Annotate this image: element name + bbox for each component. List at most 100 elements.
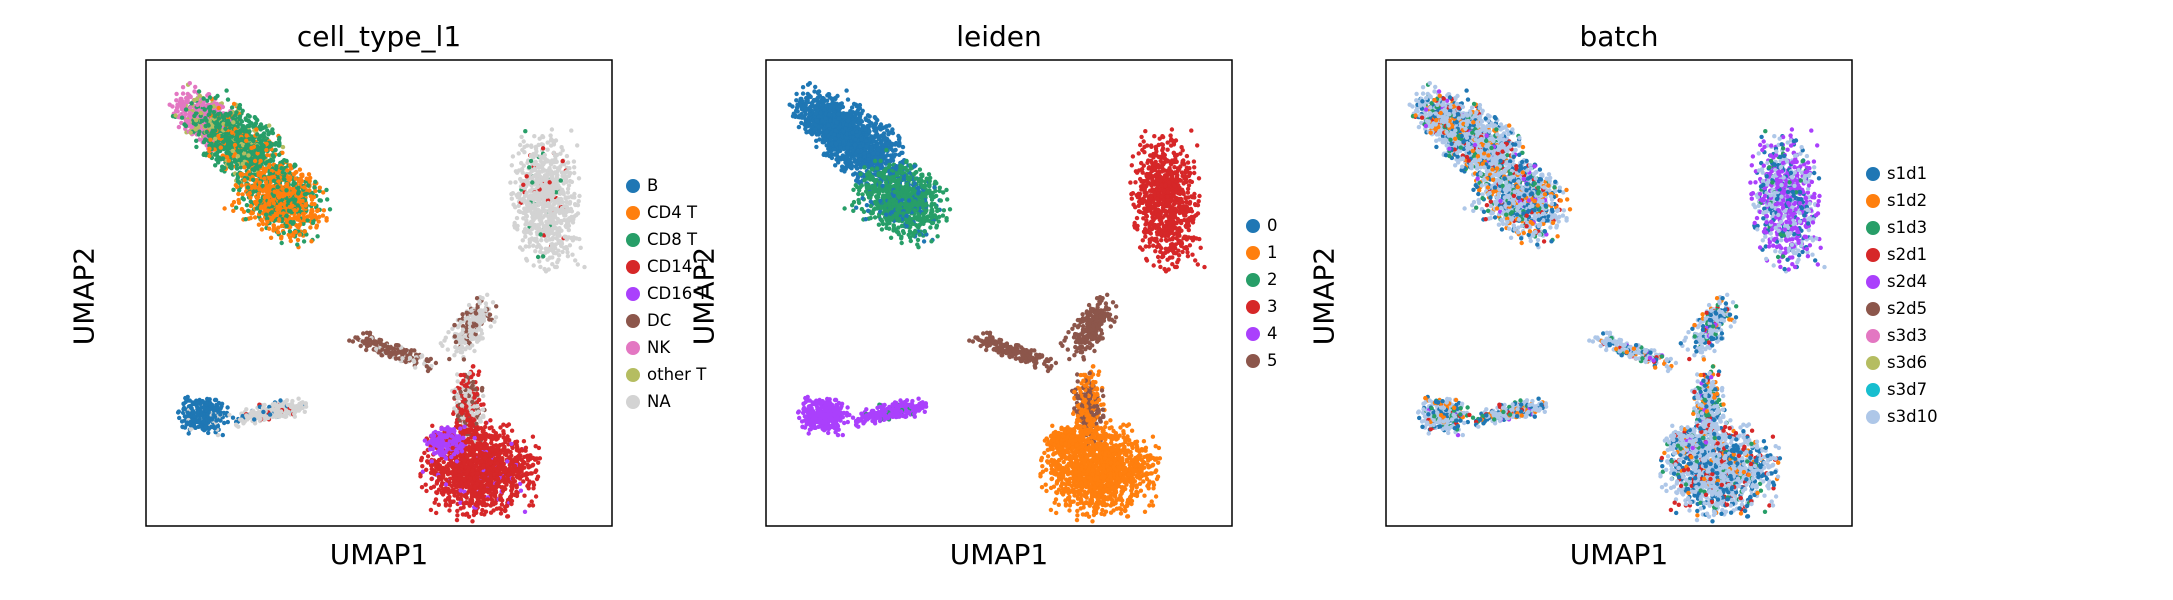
cell-type-point [537, 136, 542, 141]
cell-type-point [288, 219, 293, 225]
cell-type-point [515, 227, 520, 232]
cell-type-point [563, 179, 568, 184]
cell-type-point [285, 168, 290, 173]
cell-type-point [234, 129, 239, 135]
cell-type-point [249, 145, 254, 151]
cell-type-point [284, 224, 289, 229]
cell-type-point [445, 347, 450, 352]
cell-type-point [533, 225, 538, 231]
cell-type-point [243, 127, 248, 132]
cell-type-point [298, 177, 304, 182]
cell-type-point [282, 193, 287, 198]
scatter-plot-cell-type [145, 59, 613, 527]
cell-type-point [255, 151, 260, 156]
cell-type-point [249, 410, 255, 415]
cell-type-point [187, 398, 192, 403]
cell-type-point [213, 95, 218, 101]
cell-type-point [534, 149, 539, 154]
cell-type-point [534, 196, 540, 202]
cell-type-point [480, 407, 486, 412]
cell-type-point [284, 158, 289, 164]
cell-type-point [307, 188, 312, 193]
cell-type-point [528, 158, 534, 164]
cell-type-point [252, 215, 258, 220]
cell-type-point [548, 143, 554, 148]
cell-type-point [195, 400, 201, 405]
cell-type-point [268, 171, 273, 177]
cell-type-point [229, 105, 235, 110]
cell-type-point [571, 159, 577, 164]
cell-type-point [520, 198, 525, 203]
cell-type-point [213, 141, 219, 147]
cell-type-point [248, 195, 253, 200]
cell-type-point [470, 343, 475, 348]
cell-type-point [194, 144, 199, 150]
cell-type-point [456, 323, 462, 328]
cell-type-point [461, 357, 467, 362]
cell-type-point [220, 164, 225, 169]
cell-type-point [175, 109, 180, 114]
cell-type-point [291, 233, 296, 238]
cell-type-point [196, 419, 201, 424]
cell-type-point [224, 154, 230, 160]
cell-type-point [192, 97, 197, 103]
cell-type-point [232, 142, 238, 148]
cell-type-point [259, 142, 265, 147]
cell-type-point [237, 157, 243, 163]
cell-type-point [465, 344, 470, 350]
cell-type-point [424, 488, 429, 494]
cell-type-point [258, 416, 263, 422]
cell-type-point [220, 156, 225, 161]
cell-type-point [277, 135, 282, 140]
cell-type-point [216, 133, 221, 139]
cell-type-point [275, 230, 281, 235]
cell-type-point [552, 183, 557, 188]
cell-type-point [200, 102, 205, 108]
cell-type-point [183, 111, 188, 117]
cell-type-point [532, 134, 537, 139]
cell-type-point [557, 219, 563, 224]
cell-type-point [235, 176, 240, 181]
cell-type-point [262, 168, 268, 174]
cell-type-point [536, 460, 541, 465]
cell-type-point [200, 118, 205, 124]
cell-type-point [453, 339, 459, 345]
cell-type-point [292, 208, 297, 213]
cell-type-point [207, 146, 212, 151]
cell-type-point [536, 171, 541, 176]
cell-type-point [272, 189, 277, 194]
cell-type-point [480, 296, 485, 301]
cell-type-point [256, 222, 262, 227]
cell-type-point [474, 404, 480, 409]
cell-type-point [214, 101, 219, 107]
cell-type-point [265, 219, 270, 225]
cell-type-point [244, 413, 249, 418]
cell-type-point [242, 178, 247, 183]
cell-type-point [267, 412, 273, 417]
cell-type-point [258, 205, 264, 211]
cell-type-point [308, 194, 314, 199]
cell-type-point [532, 190, 537, 196]
cell-type-point [206, 430, 211, 436]
cell-type-point [540, 146, 546, 151]
cell-type-point [234, 110, 239, 115]
cell-type-point [204, 400, 209, 405]
cell-type-point [309, 239, 314, 244]
cell-type-point [257, 187, 262, 192]
cell-type-point [252, 421, 258, 426]
cell-type-point [263, 188, 269, 193]
cell-type-point [438, 341, 443, 346]
cell-type-point [520, 170, 525, 175]
cell-type-point [550, 248, 555, 254]
cell-type-point [470, 324, 476, 329]
cell-type-point [481, 402, 486, 407]
cell-type-point [539, 194, 544, 199]
cell-type-point [188, 426, 193, 432]
cell-type-point [559, 205, 565, 211]
cell-type-point [509, 163, 514, 168]
cell-type-point [321, 208, 327, 213]
cell-type-point [265, 216, 270, 221]
cell-type-point [547, 220, 553, 225]
cell-type-point [255, 194, 261, 200]
cell-type-point [193, 84, 198, 90]
